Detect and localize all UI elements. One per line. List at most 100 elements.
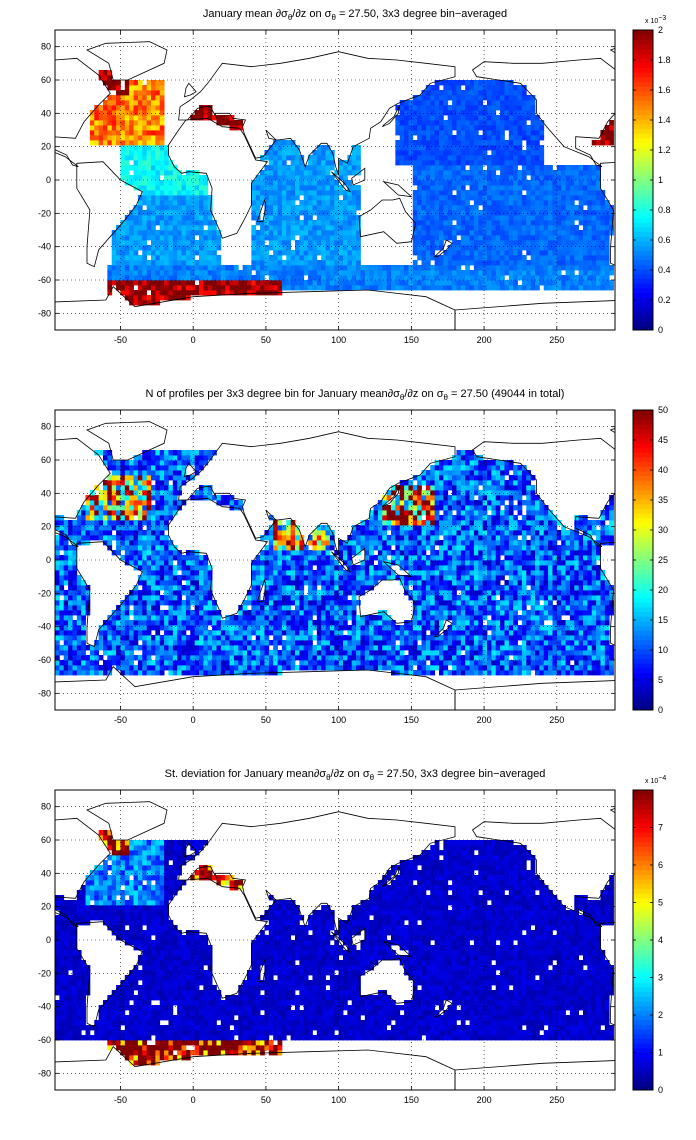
data-cell [369, 635, 374, 641]
data-cell [251, 610, 257, 616]
data-cell [434, 195, 440, 201]
data-cell [212, 645, 217, 651]
data-cell [251, 670, 257, 676]
data-cell [203, 240, 209, 246]
data-cell [98, 655, 104, 661]
data-cell [238, 605, 244, 611]
data-cell [500, 280, 505, 286]
data-cell [133, 605, 139, 611]
data-cell [500, 630, 505, 636]
data-cell [268, 230, 274, 236]
data-cell [124, 610, 130, 616]
data-cell [242, 265, 248, 271]
data-cell [168, 650, 174, 656]
data-cell [277, 665, 283, 671]
data-cell [273, 180, 278, 186]
data-cell [539, 240, 545, 246]
data-cell [482, 95, 488, 101]
data-cell [207, 210, 213, 216]
data-cell [151, 235, 156, 241]
data-cell [303, 240, 309, 246]
data-cell [439, 260, 444, 266]
data-cell [98, 75, 104, 81]
data-cell [591, 250, 597, 256]
data-cell [133, 225, 139, 231]
data-cell [495, 115, 501, 121]
data-cell [508, 275, 514, 281]
data-cell [500, 220, 505, 226]
data-cell [495, 225, 501, 231]
data-cell [146, 625, 152, 631]
data-cell [295, 640, 300, 646]
data-cell [487, 200, 492, 206]
data-cell [142, 180, 148, 186]
data-cell [124, 125, 130, 131]
data-cell [569, 280, 575, 286]
data-cell [260, 155, 265, 161]
data-cell [343, 615, 348, 621]
data-cell [159, 110, 165, 116]
data-cell [325, 160, 331, 166]
data-cell [469, 190, 475, 196]
data-cell [452, 85, 457, 91]
data-cell [583, 260, 588, 266]
data-cell [316, 270, 322, 276]
data-cell [508, 155, 514, 161]
data-cell [325, 655, 331, 661]
data-cell [347, 280, 353, 286]
data-cell [500, 115, 505, 121]
data-cell [137, 625, 143, 631]
data-cell [430, 620, 436, 626]
data-cell [290, 150, 296, 156]
data-cell [325, 260, 331, 266]
data-cell [412, 130, 418, 136]
data-cell [517, 625, 523, 631]
data-cell [417, 195, 422, 201]
data-cell [146, 640, 152, 646]
data-cell [504, 205, 510, 211]
data-cell [408, 150, 414, 156]
data-cell [469, 235, 475, 241]
data-cell [600, 655, 606, 661]
data-cell [63, 670, 69, 676]
data-cell [574, 165, 580, 171]
data-cell [124, 615, 130, 621]
data-cell [347, 285, 353, 291]
data-cell [146, 280, 152, 286]
data-cell [482, 155, 488, 161]
data-cell [561, 190, 566, 196]
data-cell [325, 155, 331, 161]
data-cell [508, 240, 514, 246]
data-cell [312, 625, 318, 631]
data-cell [203, 625, 209, 631]
data-cell [142, 300, 148, 306]
data-cell [382, 655, 388, 661]
data-cell [277, 265, 283, 271]
data-cell [552, 275, 558, 281]
data-cell [142, 665, 148, 671]
data-cell [535, 135, 540, 141]
data-cell [155, 665, 161, 671]
data-cell [530, 95, 536, 101]
data-cell [190, 255, 196, 261]
data-cell [430, 625, 436, 631]
data-cell [591, 625, 597, 631]
data-cell [185, 640, 191, 646]
data-cell [199, 250, 204, 256]
data-cell [124, 290, 130, 296]
data-cell [587, 620, 593, 626]
data-cell [465, 635, 470, 641]
data-cell [212, 640, 217, 646]
data-cell [491, 265, 497, 271]
data-cell [556, 185, 562, 191]
data-cell [430, 115, 436, 121]
data-cell [120, 235, 126, 241]
data-cell [574, 630, 580, 636]
data-cell [530, 645, 536, 651]
data-cell [543, 635, 549, 641]
data-cell [207, 660, 213, 666]
data-cell [473, 125, 479, 131]
data-cell [277, 215, 283, 221]
data-cell [116, 250, 121, 256]
data-cell [513, 655, 518, 661]
